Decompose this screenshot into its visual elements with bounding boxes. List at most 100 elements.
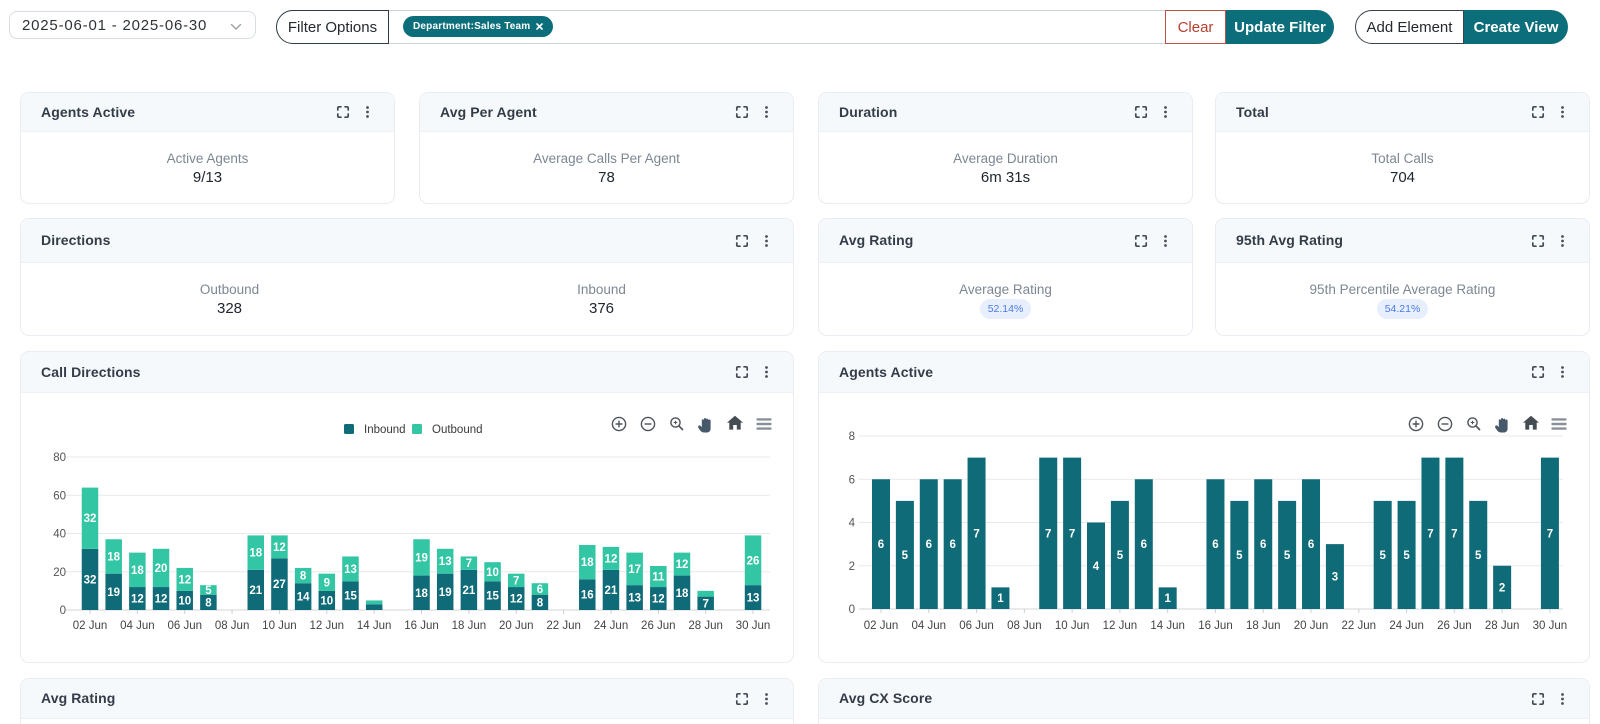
svg-text:27: 27 <box>273 579 286 591</box>
svg-text:10 Jun: 10 Jun <box>1055 620 1090 632</box>
svg-text:40: 40 <box>53 529 66 541</box>
svg-text:6: 6 <box>878 539 884 551</box>
svg-text:5: 5 <box>205 585 212 597</box>
svg-text:02 Jun: 02 Jun <box>864 620 899 632</box>
svg-text:15: 15 <box>344 591 357 603</box>
svg-text:30 Jun: 30 Jun <box>1533 620 1568 632</box>
svg-text:12 Jun: 12 Jun <box>310 620 345 632</box>
svg-text:26 Jun: 26 Jun <box>641 620 676 632</box>
svg-text:12: 12 <box>676 559 689 571</box>
svg-text:18 Jun: 18 Jun <box>452 620 487 632</box>
svg-text:11: 11 <box>652 572 665 584</box>
svg-text:7: 7 <box>973 528 979 540</box>
svg-text:21: 21 <box>605 585 618 597</box>
svg-text:6: 6 <box>926 539 932 551</box>
svg-text:20 Jun: 20 Jun <box>499 620 534 632</box>
svg-text:16 Jun: 16 Jun <box>1198 620 1233 632</box>
svg-text:5: 5 <box>1117 550 1124 562</box>
svg-text:1: 1 <box>997 593 1004 605</box>
svg-text:Inbound: Inbound <box>364 424 406 436</box>
svg-text:13: 13 <box>344 564 357 576</box>
svg-text:12: 12 <box>178 574 191 586</box>
svg-text:20: 20 <box>53 567 66 579</box>
svg-text:7: 7 <box>1045 528 1051 540</box>
svg-text:28 Jun: 28 Jun <box>1485 620 1520 632</box>
svg-text:10: 10 <box>486 567 499 579</box>
svg-text:24 Jun: 24 Jun <box>594 620 629 632</box>
svg-text:6: 6 <box>849 474 855 486</box>
svg-text:32: 32 <box>84 574 97 586</box>
svg-text:24 Jun: 24 Jun <box>1389 620 1424 632</box>
svg-text:6: 6 <box>1308 539 1314 551</box>
svg-text:7: 7 <box>702 598 708 610</box>
svg-text:6: 6 <box>1260 539 1266 551</box>
svg-text:6: 6 <box>1141 539 1147 551</box>
svg-text:12 Jun: 12 Jun <box>1103 620 1138 632</box>
svg-text:10 Jun: 10 Jun <box>262 620 297 632</box>
svg-text:1: 1 <box>1164 593 1171 605</box>
svg-text:19: 19 <box>415 552 428 564</box>
svg-text:32: 32 <box>84 513 97 525</box>
svg-text:8: 8 <box>205 597 212 609</box>
svg-text:18: 18 <box>131 565 144 577</box>
svg-text:7: 7 <box>1069 528 1075 540</box>
svg-text:15: 15 <box>486 591 499 603</box>
svg-text:18: 18 <box>249 548 262 560</box>
svg-text:26: 26 <box>747 555 760 567</box>
svg-text:28 Jun: 28 Jun <box>688 620 723 632</box>
svg-text:7: 7 <box>513 575 519 587</box>
svg-text:6: 6 <box>949 539 955 551</box>
svg-text:13: 13 <box>747 593 760 605</box>
svg-text:08 Jun: 08 Jun <box>1007 620 1042 632</box>
svg-text:6: 6 <box>537 584 543 596</box>
svg-text:13: 13 <box>628 593 641 605</box>
svg-text:60: 60 <box>53 490 66 502</box>
svg-text:18 Jun: 18 Jun <box>1246 620 1281 632</box>
svg-text:4: 4 <box>1093 561 1100 573</box>
svg-text:2: 2 <box>849 561 855 573</box>
svg-text:30 Jun: 30 Jun <box>736 620 771 632</box>
svg-text:22 Jun: 22 Jun <box>546 620 581 632</box>
svg-text:26 Jun: 26 Jun <box>1437 620 1472 632</box>
svg-text:12: 12 <box>652 594 665 606</box>
svg-text:16 Jun: 16 Jun <box>404 620 439 632</box>
svg-text:18: 18 <box>107 551 120 563</box>
svg-text:7: 7 <box>1451 528 1457 540</box>
svg-text:17: 17 <box>628 564 641 576</box>
svg-text:04 Jun: 04 Jun <box>120 620 155 632</box>
svg-text:8: 8 <box>537 597 544 609</box>
svg-text:18: 18 <box>415 588 428 600</box>
svg-text:6: 6 <box>1212 539 1218 551</box>
svg-text:0: 0 <box>849 604 855 616</box>
svg-text:19: 19 <box>107 587 120 599</box>
svg-text:5: 5 <box>1236 550 1243 562</box>
svg-text:20: 20 <box>155 563 168 575</box>
svg-text:22 Jun: 22 Jun <box>1342 620 1377 632</box>
svg-text:5: 5 <box>1403 550 1410 562</box>
svg-text:5: 5 <box>1379 550 1386 562</box>
svg-text:5: 5 <box>1475 550 1482 562</box>
svg-text:12: 12 <box>131 594 144 606</box>
svg-text:14: 14 <box>297 592 310 604</box>
svg-text:19: 19 <box>439 587 452 599</box>
svg-text:8: 8 <box>300 571 307 583</box>
svg-text:7: 7 <box>466 558 472 570</box>
svg-text:04 Jun: 04 Jun <box>912 620 947 632</box>
svg-text:12: 12 <box>605 553 618 565</box>
svg-text:12: 12 <box>273 542 286 554</box>
svg-text:08 Jun: 08 Jun <box>215 620 250 632</box>
svg-text:10: 10 <box>320 595 333 607</box>
svg-text:5: 5 <box>902 550 909 562</box>
svg-text:5: 5 <box>1284 550 1291 562</box>
svg-text:14 Jun: 14 Jun <box>357 620 392 632</box>
svg-text:20 Jun: 20 Jun <box>1294 620 1329 632</box>
svg-text:16: 16 <box>581 590 594 602</box>
svg-text:4: 4 <box>849 518 856 530</box>
svg-text:Outbound: Outbound <box>432 424 483 436</box>
svg-text:7: 7 <box>1427 528 1433 540</box>
svg-text:13: 13 <box>439 556 452 568</box>
svg-text:21: 21 <box>249 585 262 597</box>
svg-text:2: 2 <box>1499 582 1505 594</box>
svg-text:12: 12 <box>155 594 168 606</box>
svg-text:3: 3 <box>1332 572 1338 584</box>
